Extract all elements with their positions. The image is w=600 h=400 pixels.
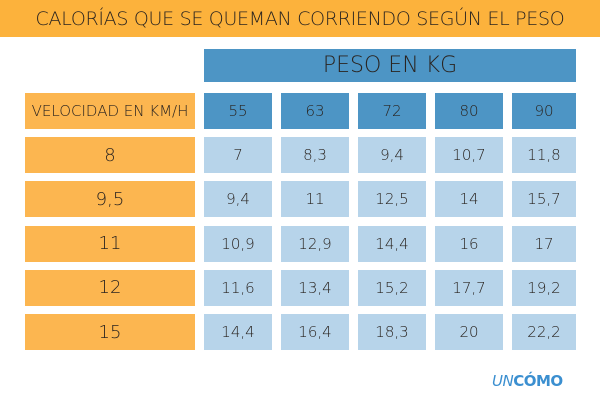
weight-cell: 63 (281, 93, 349, 129)
weight-cell: 72 (358, 93, 426, 129)
calorie-cell: 14,4 (204, 314, 272, 350)
calorie-cell: 18,3 (358, 314, 426, 350)
weight-cell: 90 (512, 93, 576, 129)
calorie-cell: 17 (512, 225, 576, 262)
calorie-cell: 14,4 (358, 225, 426, 262)
logo-part2: CÓMO (513, 372, 563, 390)
speed-cell: 12 (25, 269, 195, 306)
calorie-cell: 8,3 (281, 137, 349, 174)
calorie-cell: 16,4 (281, 314, 349, 350)
uncomo-logo: UNCÓMO (492, 372, 563, 390)
calorie-cell: 9,4 (204, 181, 272, 218)
weight-cell: 55 (204, 93, 272, 129)
calorie-cell: 16 (435, 225, 503, 262)
calorie-cell: 13,4 (281, 269, 349, 306)
speed-cell: 11 (25, 225, 195, 262)
speed-header: VELOCIDAD EN KM/H (25, 93, 195, 129)
calorie-cell: 14 (435, 181, 503, 218)
calorie-cell: 9,4 (358, 137, 426, 174)
calorie-cell: 11 (281, 181, 349, 218)
calorie-cell: 15,7 (512, 181, 576, 218)
weight-cell: 80 (435, 93, 503, 129)
calorie-cell: 20 (435, 314, 503, 350)
calorie-cell: 15,2 (358, 269, 426, 306)
speed-cell: 8 (25, 137, 195, 174)
speed-cell: 9,5 (25, 181, 195, 218)
page-title: CALORÍAS QUE SE QUEMAN CORRIENDO SEGÚN E… (0, 0, 600, 37)
logo-part1: UN (492, 372, 514, 390)
calorie-cell: 12,5 (358, 181, 426, 218)
calorie-cell: 17,7 (435, 269, 503, 306)
calorie-cell: 11,6 (204, 269, 272, 306)
calorie-cell: 10,7 (435, 137, 503, 174)
calorie-cell: 11,8 (512, 137, 576, 174)
calorie-cell: 7 (204, 137, 272, 174)
weight-header: PESO EN KG (204, 49, 576, 82)
calorie-cell: 22,2 (512, 314, 576, 350)
calorie-cell: 12,9 (281, 225, 349, 262)
calorie-cell: 19,2 (512, 269, 576, 306)
calorie-cell: 10,9 (204, 225, 272, 262)
speed-cell: 15 (25, 314, 195, 350)
